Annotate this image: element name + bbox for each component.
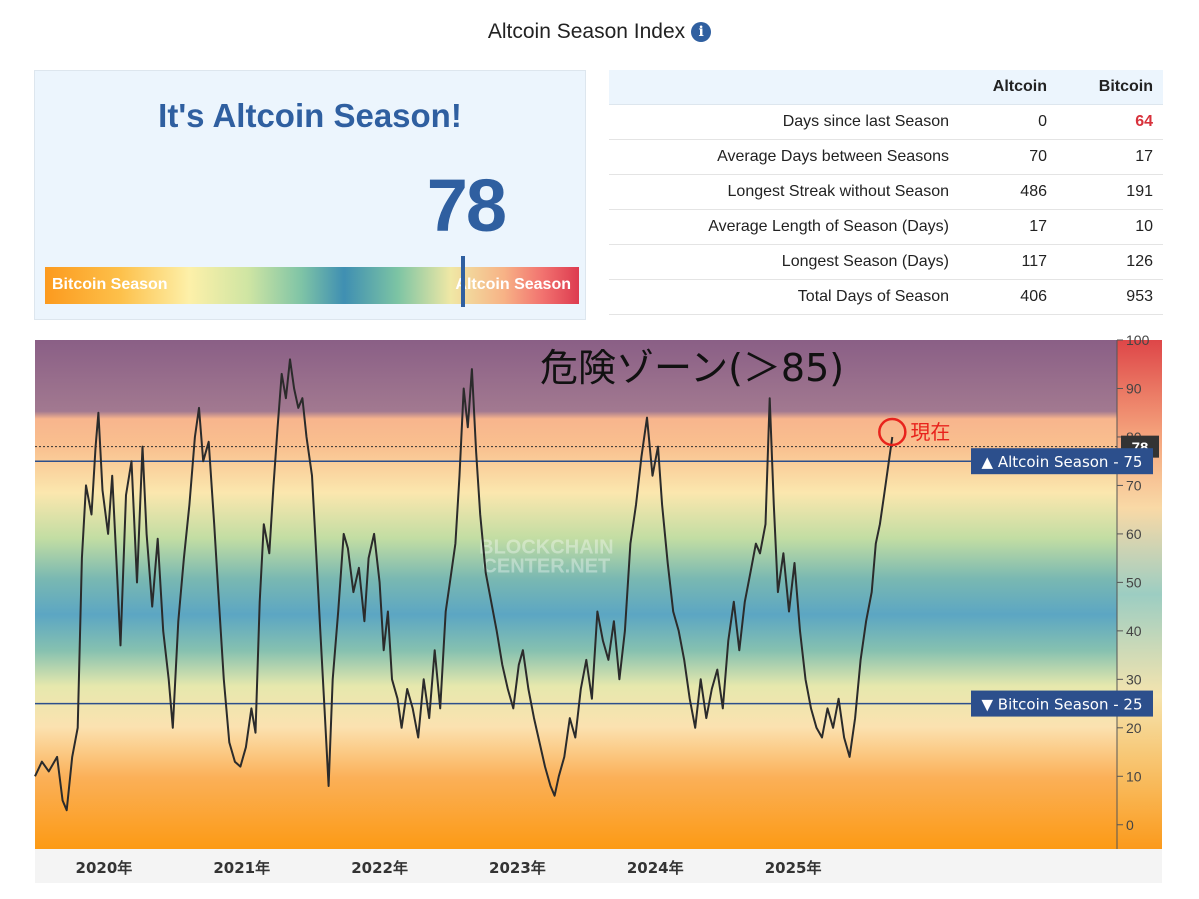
page-title-text: Altcoin Season Index bbox=[487, 20, 686, 43]
row-label: Days since last Season bbox=[609, 104, 959, 140]
table-row: Average Days between Seasons 70 17 bbox=[609, 139, 1163, 175]
gauge-marker bbox=[461, 256, 465, 307]
altcoin-cell: 17 bbox=[959, 209, 1057, 245]
bitcoin-season-label: Bitcoin Season bbox=[52, 276, 168, 293]
table-row: Total Days of Season 406 953 bbox=[609, 279, 1163, 315]
x-axis-band bbox=[35, 849, 1162, 883]
series-line bbox=[34, 358, 894, 812]
bitcoin-cell: 191 bbox=[1057, 174, 1163, 210]
chart-background bbox=[35, 340, 1117, 849]
row-label: Longest Season (Days) bbox=[609, 244, 959, 280]
altcoin-cell: 0 bbox=[959, 104, 1057, 140]
y-tick-label: 90 bbox=[1126, 380, 1142, 396]
y-tick-label: 30 bbox=[1126, 671, 1142, 687]
y-axis-band bbox=[1117, 340, 1162, 849]
altcoin-cell: 70 bbox=[959, 139, 1057, 175]
x-tick-label: 2023年 bbox=[489, 859, 546, 877]
y-tick-label: 100 bbox=[1126, 332, 1150, 348]
row-label: Total Days of Season bbox=[609, 279, 959, 315]
table-row: Longest Season (Days) 117 126 bbox=[609, 244, 1163, 280]
altcoin-cell: 117 bbox=[959, 244, 1057, 280]
season-gauge-card: It's Altcoin Season! 78 Bitcoin Season A… bbox=[34, 70, 586, 320]
y-tick-label: 40 bbox=[1126, 623, 1142, 639]
y-tick-label: 50 bbox=[1126, 574, 1142, 590]
table-header-row: Altcoin Bitcoin bbox=[609, 70, 1163, 105]
season-gradient-bar: Bitcoin Season Altcoin Season bbox=[45, 267, 579, 304]
altcoin-cell: 406 bbox=[959, 279, 1057, 315]
bitcoin-cell: 10 bbox=[1057, 209, 1163, 245]
row-label: Average Days between Seasons bbox=[609, 139, 959, 175]
bitcoin-threshold-label: ▼ Bitcoin Season - 25 bbox=[982, 696, 1143, 714]
altcoin-cell: 486 bbox=[959, 174, 1057, 210]
bitcoin-cell: 17 bbox=[1057, 139, 1163, 175]
info-icon[interactable]: i bbox=[691, 22, 712, 42]
x-tick-label: 2021年 bbox=[213, 859, 270, 877]
column-header-bitcoin: Bitcoin bbox=[1057, 70, 1163, 105]
bitcoin-threshold-badge bbox=[971, 690, 1153, 717]
watermark-line-2: CENTER.NET bbox=[482, 556, 610, 578]
watermark-line-1: BLOCKCHAIN bbox=[479, 536, 613, 558]
plot-layer: 01020304050607080901002020年2021年2022年202… bbox=[34, 332, 1162, 883]
column-header-metric bbox=[609, 70, 959, 105]
bitcoin-cell: 126 bbox=[1057, 244, 1163, 280]
x-tick-label: 2024年 bbox=[627, 859, 684, 877]
danger-zone-annotation: 危険ゾーン(＞85) bbox=[540, 346, 844, 390]
x-tick-label: 2025年 bbox=[765, 859, 822, 877]
y-tick-label: 20 bbox=[1126, 720, 1142, 736]
x-tick-label: 2020年 bbox=[76, 859, 133, 877]
y-tick-label: 70 bbox=[1126, 477, 1142, 493]
bitcoin-cell: 64 bbox=[1057, 104, 1163, 140]
x-tick-label: 2022年 bbox=[351, 859, 408, 877]
altcoin-threshold-label: ▲ Altcoin Season - 75 bbox=[982, 453, 1143, 471]
bitcoin-cell: 953 bbox=[1057, 279, 1163, 315]
season-headline: It's Altcoin Season! bbox=[158, 97, 462, 134]
table-row: Average Length of Season (Days) 17 10 bbox=[609, 209, 1163, 245]
table-row: Longest Streak without Season 486 191 bbox=[609, 174, 1163, 210]
season-stats-table: Altcoin Bitcoin Days since last Season 0… bbox=[609, 70, 1163, 315]
current-marker-circle bbox=[878, 417, 907, 447]
y-tick-label: 0 bbox=[1126, 817, 1134, 833]
table-row: Days since last Season 0 64 bbox=[609, 104, 1163, 140]
altcoin-season-label: Altcoin Season bbox=[455, 276, 571, 293]
y-tick-label: 10 bbox=[1126, 768, 1142, 784]
row-label: Average Length of Season (Days) bbox=[609, 209, 959, 245]
altcoin-threshold-badge bbox=[971, 448, 1153, 475]
column-header-altcoin: Altcoin bbox=[959, 70, 1057, 105]
row-label: Longest Streak without Season bbox=[609, 174, 959, 210]
current-annotation: 現在 bbox=[910, 420, 950, 444]
page-title: Altcoin Season Index i bbox=[0, 20, 1199, 44]
season-index-value: 78 bbox=[426, 164, 507, 247]
y-tick-label: 60 bbox=[1126, 526, 1142, 542]
